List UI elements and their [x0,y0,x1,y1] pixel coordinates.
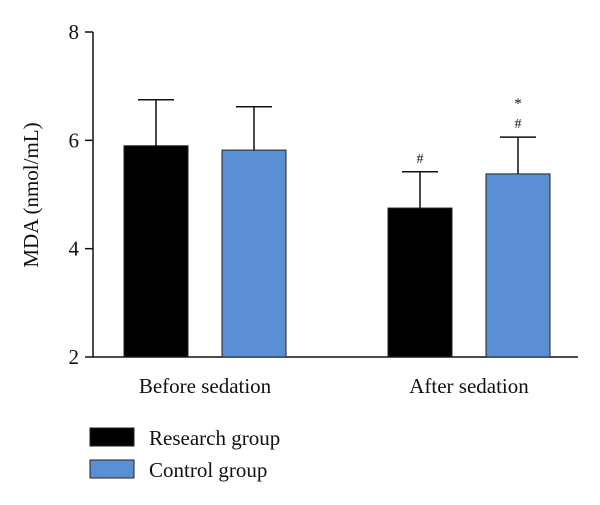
legend-label: Research group [149,426,280,450]
legend-label: Control group [149,458,267,482]
y-tick-label: 2 [69,345,80,369]
significance-hash: # [515,117,522,132]
bar-research-group [123,145,189,358]
y-ticks: 2 4 6 8 [69,20,93,369]
significance-asterisk: * [514,96,522,112]
x-tick-label: After sedation [409,374,529,398]
y-tick-label: 6 [69,128,80,152]
x-tick-label: Before sedation [139,374,272,398]
y-tick-label: 8 [69,20,80,44]
y-tick-label: 4 [69,237,80,261]
bar-research-group [387,207,453,358]
legend: Research group Control group [89,426,280,482]
x-tick-labels: Before sedation After sedation [139,374,529,398]
bar-control-group [485,173,551,358]
bar-control-group [221,149,287,358]
bars: # # * [123,96,551,358]
legend-swatch [89,427,135,447]
significance-hash: # [417,152,424,167]
legend-swatch [89,459,135,479]
y-axis-label: MDA (nmol/mL) [19,122,43,267]
